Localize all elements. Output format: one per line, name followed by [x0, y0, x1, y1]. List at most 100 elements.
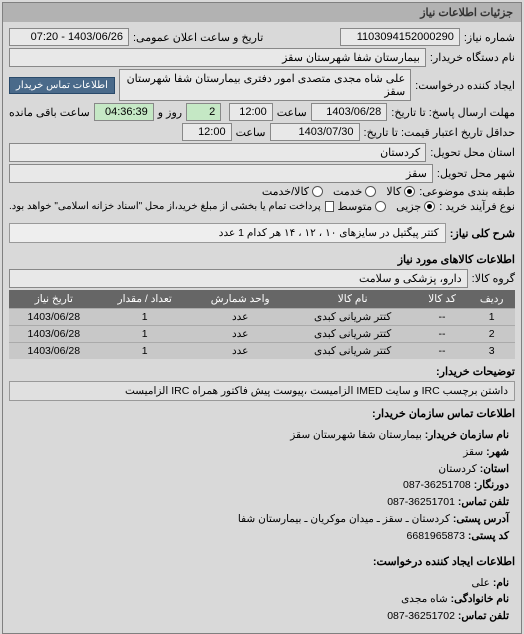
value-goods-group: دارو، پزشکی و سلامت [9, 269, 468, 288]
c-phone-l: تلفن تماس: [458, 496, 509, 508]
row-validity: حداقل تاریخ اعتبار قیمت: تا تاریخ: 1403/… [9, 123, 515, 141]
buy-process-note: پرداخت تمام یا بخشی از مبلغ خرید،از محل … [9, 201, 321, 212]
radio-dot-medium [375, 201, 386, 212]
remaining-time: 04:36:39 [94, 103, 154, 121]
cr-name-l: نام: [493, 577, 509, 589]
c-org: بیمارستان شفا شهرستان سقز [290, 429, 422, 441]
cr-name: علی [471, 577, 490, 589]
cr-phone-l: تلفن تماس: [458, 610, 509, 622]
label-days: روز و [158, 106, 182, 119]
label-public-date: تاریخ و ساعت اعلان عمومی: [133, 31, 263, 44]
contact-button[interactable]: اطلاعات تماس خریدار [9, 77, 115, 94]
table-cell: 2 [468, 326, 515, 343]
table-cell: کتتر شریانی کبدی [290, 309, 416, 326]
label-buy-process: نوع فرآیند خرید : [439, 200, 515, 213]
table-cell: 1 [468, 309, 515, 326]
value-public-date: 1403/06/26 - 07:20 [9, 28, 129, 46]
radio-label-goods: کالا [386, 185, 401, 198]
table-cell: 3 [468, 343, 515, 360]
value-device: بیمارستان شفا شهرستان سقز [9, 48, 426, 67]
table-cell: 1 [99, 326, 191, 343]
row-desc: شرح کلی نیاز: کتتر پیگتیل در سایزهای ۱۰ … [9, 219, 515, 247]
radio-goods-service[interactable]: کالا/خدمت [262, 185, 323, 198]
row-deadline: مهلت ارسال پاسخ: تا تاریخ: 1403/06/28 سا… [9, 103, 515, 121]
radio-dot-service [365, 186, 376, 197]
radio-medium[interactable]: متوسط [338, 200, 387, 213]
label-at-1: ساعت [277, 106, 307, 119]
cr-family-l: نام خانوادگی: [451, 593, 509, 605]
radio-label-partial: جزیی [396, 200, 421, 213]
buy-process-radio-group: جزیی متوسط [338, 200, 436, 213]
c-fax: 36251708-087 [403, 479, 471, 491]
value-validity-date: 1403/07/30 [270, 123, 360, 141]
label-requester: ایجاد کننده درخواست: [415, 79, 515, 92]
table-cell: عدد [191, 326, 290, 343]
table-cell: کتتر شریانی کبدی [290, 343, 416, 360]
c-postal-l: کد پستی: [468, 530, 509, 542]
label-province: استان محل تحویل: [430, 146, 515, 159]
table-cell: -- [416, 326, 469, 343]
th-1: کد کالا [416, 290, 469, 309]
radio-dot-gs [312, 186, 323, 197]
row-requester: ایجاد کننده درخواست: علی شاه مجدی متصدی … [9, 69, 515, 101]
goods-table: ردیف کد کالا نام کالا واحد شمارش تعداد /… [9, 290, 515, 359]
value-requester: علی شاه مجدی متصدی امور دفتری بیمارستان … [119, 69, 411, 101]
remaining-days: 2 [186, 103, 221, 121]
table-cell: عدد [191, 343, 290, 360]
cr-phone: 36251702-087 [387, 610, 455, 622]
table-row: 2--کتتر شریانی کبدیعدد11403/06/28 [9, 326, 515, 343]
table-cell: 1403/06/28 [9, 343, 99, 360]
label-goods-group: گروه کالا: [472, 272, 515, 285]
radio-goods[interactable]: کالا [386, 185, 415, 198]
row-request-no: شماره نیاز: 1103094152000290 تاریخ و ساع… [9, 28, 515, 46]
row-city: شهر محل تحویل: سقز [9, 164, 515, 183]
radio-service[interactable]: خدمت [333, 185, 376, 198]
details-panel: جزئیات اطلاعات نیاز شماره نیاز: 11030941… [2, 2, 522, 634]
c-city-l: شهر: [486, 446, 509, 458]
c-prov: کردستان [438, 463, 476, 475]
th-3: واحد شمارش [191, 290, 290, 309]
goods-section-title: اطلاعات کالاهای مورد نیاز [9, 253, 515, 266]
value-request-no: 1103094152000290 [340, 28, 460, 46]
row-goods-group: گروه کالا: دارو، پزشکی و سلامت [9, 269, 515, 288]
table-cell: 1403/06/28 [9, 309, 99, 326]
radio-label-service: خدمت [333, 185, 362, 198]
table-header-row: ردیف کد کالا نام کالا واحد شمارش تعداد /… [9, 290, 515, 309]
classification-radio-group: کالا خدمت کالا/خدمت [262, 185, 415, 198]
buyer-note: داشتن برچسب IRC و سایت IMED الزامیست ،پی… [9, 381, 515, 401]
row-buy-process: نوع فرآیند خرید : جزیی متوسط پرداخت تمام… [9, 200, 515, 213]
value-deadline-time: 12:00 [229, 103, 272, 121]
table-cell: کتتر شریانی کبدی [290, 326, 416, 343]
value-validity-time: 12:00 [182, 123, 232, 141]
c-phone: 36251701-087 [387, 496, 455, 508]
th-5: تاریخ نیاز [9, 290, 99, 309]
checkbox-treasury[interactable] [325, 201, 334, 212]
buyer-note-label: توضیحات خریدار: [436, 365, 515, 378]
radio-partial[interactable]: جزیی [396, 200, 435, 213]
value-province: کردستان [9, 143, 426, 162]
creator-block: نام: علی نام خانوادگی: شاه مجدی تلفن تما… [9, 571, 515, 629]
label-at-2: ساعت [236, 126, 266, 139]
c-addr-l: آدرس پستی: [453, 513, 509, 525]
label-request-no: شماره نیاز: [464, 31, 515, 44]
table-cell: -- [416, 309, 469, 326]
value-deadline-date: 1403/06/28 [311, 103, 388, 121]
label-rem-time: ساعت باقی مانده [9, 106, 90, 119]
c-org-l: نام سازمان خریدار: [425, 429, 509, 441]
row-buyer-note: توضیحات خریدار: [9, 365, 515, 378]
c-addr: کردستان ـ سقز ـ میدان موکریان ـ بیمارستا… [238, 513, 450, 525]
row-device: نام دستگاه خریدار: بیمارستان شفا شهرستان… [9, 48, 515, 67]
table-row: 1--کتتر شریانی کبدیعدد11403/06/28 [9, 309, 515, 326]
th-2: نام کالا [290, 290, 416, 309]
desc-value: کتتر پیگتیل در سایزهای ۱۰ ، ۱۲ ، ۱۴ هر ک… [9, 223, 446, 243]
label-device: نام دستگاه خریدار: [430, 51, 515, 64]
desc-label: شرح کلی نیاز: [450, 227, 515, 240]
c-prov-l: استان: [480, 463, 509, 475]
radio-label-gs: کالا/خدمت [262, 185, 309, 198]
table-cell: 1 [99, 309, 191, 326]
contact-block: نام سازمان خریدار: بیمارستان شفا شهرستان… [9, 423, 515, 549]
table-cell: عدد [191, 309, 290, 326]
radio-dot-goods [404, 186, 415, 197]
label-validity: حداقل تاریخ اعتبار قیمت: تا تاریخ: [364, 126, 515, 139]
panel-title: جزئیات اطلاعات نیاز [3, 3, 521, 22]
